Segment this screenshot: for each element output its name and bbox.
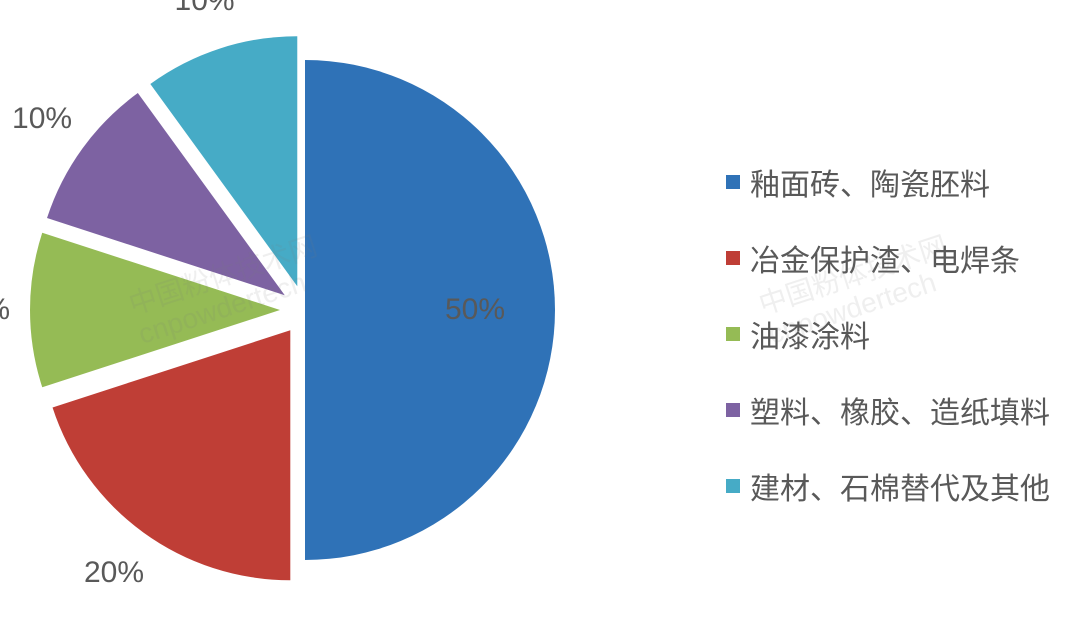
legend: 釉面砖、陶瓷胚料 冶金保护渣、电焊条 油漆涂料 塑料、橡胶、造纸填料 建材、石棉… xyxy=(726,160,1050,508)
legend-label: 釉面砖、陶瓷胚料 xyxy=(750,160,990,204)
legend-label: 塑料、橡胶、造纸填料 xyxy=(750,388,1050,432)
legend-label: 建材、石棉替代及其他 xyxy=(750,464,1050,508)
slice-label: 20% xyxy=(84,556,144,590)
legend-item: 釉面砖、陶瓷胚料 xyxy=(726,160,1050,204)
legend-item: 塑料、橡胶、造纸填料 xyxy=(726,388,1050,432)
legend-swatch xyxy=(726,479,740,493)
pie-slice xyxy=(305,60,555,560)
pie-chart-container: 50%20%10%10%10% 中国粉体技术网 cnpowdertech 中国粉… xyxy=(0,0,1080,621)
legend-item: 油漆涂料 xyxy=(726,312,1050,356)
legend-label: 油漆涂料 xyxy=(750,312,870,356)
slice-label: 10% xyxy=(0,293,10,327)
slice-label: 10% xyxy=(12,102,72,136)
legend-item: 建材、石棉替代及其他 xyxy=(726,464,1050,508)
legend-item: 冶金保护渣、电焊条 xyxy=(726,236,1050,280)
legend-swatch xyxy=(726,175,740,189)
legend-label: 冶金保护渣、电焊条 xyxy=(750,236,1020,280)
legend-swatch xyxy=(726,403,740,417)
legend-swatch xyxy=(726,251,740,265)
legend-swatch xyxy=(726,327,740,341)
slice-label: 50% xyxy=(445,293,505,327)
slice-label: 10% xyxy=(175,0,235,18)
